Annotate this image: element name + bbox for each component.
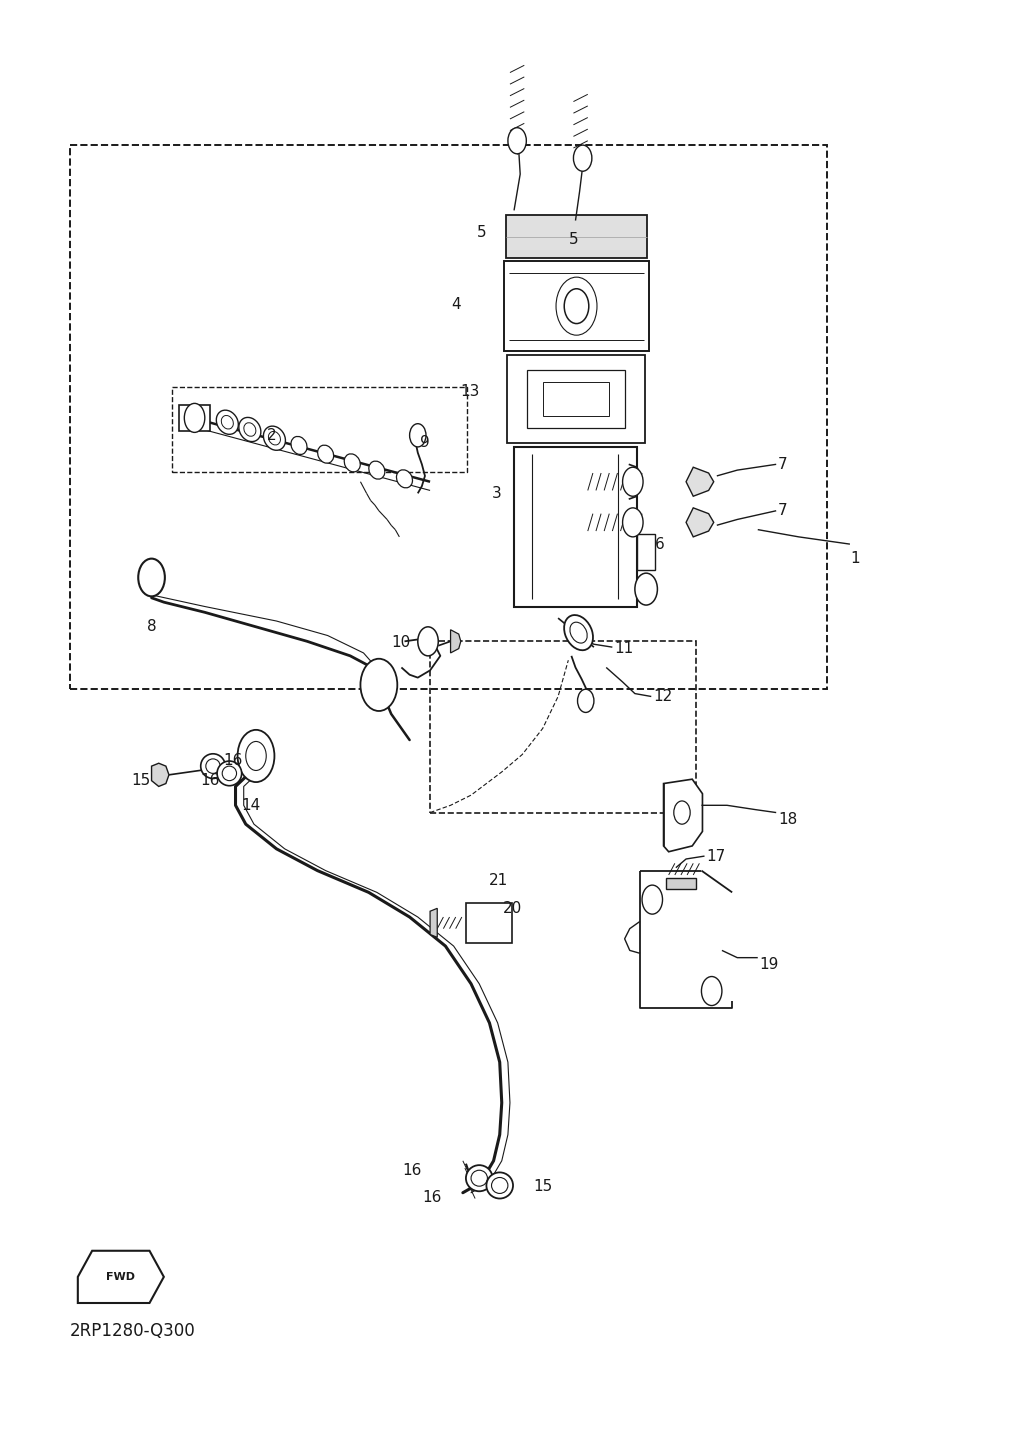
Ellipse shape [564,615,593,650]
Circle shape [701,977,722,1006]
Circle shape [184,403,205,432]
Text: FWD: FWD [106,1273,135,1281]
Bar [172,387,467,472]
Ellipse shape [570,622,587,643]
Circle shape [360,659,397,711]
Bar [507,355,645,443]
Circle shape [246,741,266,770]
Text: 18: 18 [778,813,798,827]
Bar [527,370,625,428]
Text: 15: 15 [132,773,151,788]
Ellipse shape [244,422,256,437]
Text: 8: 8 [146,620,157,634]
Text: 21: 21 [489,874,508,888]
Bar [514,447,637,607]
Bar [430,641,696,813]
Text: 17: 17 [707,849,726,863]
Ellipse shape [263,427,286,450]
Bar [506,215,647,258]
Text: 7: 7 [778,503,787,518]
Text: 1: 1 [850,551,859,566]
Bar [543,382,609,416]
Ellipse shape [239,418,261,441]
Text: 10: 10 [391,636,411,650]
Circle shape [623,467,643,496]
Text: 16: 16 [423,1190,441,1204]
Text: 16: 16 [402,1164,421,1178]
Circle shape [138,559,165,596]
Text: 13: 13 [460,385,479,399]
Ellipse shape [217,762,242,786]
Polygon shape [666,878,696,889]
Circle shape [623,508,643,537]
Ellipse shape [486,1172,513,1199]
Circle shape [410,424,426,447]
Circle shape [238,730,274,782]
Ellipse shape [466,1165,493,1191]
Polygon shape [664,779,702,852]
Text: 6: 6 [655,537,666,551]
Text: 14: 14 [242,798,260,813]
Ellipse shape [206,759,220,773]
Text: 5: 5 [568,232,579,247]
Text: 16: 16 [224,753,243,768]
Circle shape [635,573,657,605]
Bar [466,903,512,943]
Bar [504,261,649,351]
Ellipse shape [471,1170,487,1187]
Ellipse shape [201,755,225,779]
Text: 2RP1280-Q300: 2RP1280-Q300 [70,1322,196,1339]
Circle shape [418,627,438,656]
Circle shape [508,128,526,154]
Ellipse shape [291,437,307,454]
Text: 2: 2 [266,428,276,443]
Polygon shape [430,908,437,937]
Ellipse shape [222,766,237,781]
Text: 16: 16 [201,773,219,788]
Text: 19: 19 [760,958,779,972]
Ellipse shape [268,431,281,445]
Text: 12: 12 [653,689,673,704]
Circle shape [573,145,592,171]
Text: 20: 20 [503,901,521,916]
Polygon shape [686,467,714,496]
Text: 9: 9 [420,435,430,450]
Polygon shape [686,508,714,537]
Ellipse shape [369,461,385,479]
Bar [179,405,210,431]
Polygon shape [78,1251,164,1303]
Text: 7: 7 [778,457,787,472]
Polygon shape [451,630,461,653]
Circle shape [578,689,594,712]
Circle shape [674,801,690,824]
Text: 5: 5 [476,225,486,239]
Circle shape [564,289,589,324]
Text: 3: 3 [492,486,502,501]
Polygon shape [152,763,169,786]
Text: 15: 15 [534,1180,552,1194]
Ellipse shape [396,470,413,488]
Text: 4: 4 [452,297,461,312]
Ellipse shape [221,415,233,429]
Bar [70,145,827,689]
Ellipse shape [344,454,360,472]
Text: 11: 11 [614,641,634,656]
Ellipse shape [216,411,239,434]
Bar [637,534,655,570]
Ellipse shape [317,445,334,463]
Ellipse shape [492,1178,508,1193]
Circle shape [642,885,663,914]
